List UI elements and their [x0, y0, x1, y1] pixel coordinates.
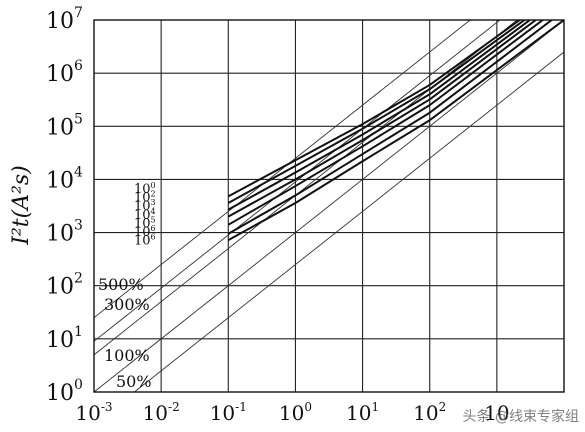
- reference-lines: [94, 20, 564, 392]
- reference-line-label: 100%: [104, 346, 150, 365]
- x-tick-label: 10: [484, 401, 509, 425]
- series-label: 103: [134, 198, 156, 214]
- series-label: 104: [134, 207, 156, 223]
- series-lines: [227, 20, 564, 242]
- reference-line-label: 300%: [104, 295, 150, 314]
- series-label: 106: [134, 233, 156, 249]
- series-label: 102: [134, 190, 156, 206]
- reference-line-label: 50%: [116, 372, 152, 391]
- series-line: [227, 20, 527, 204]
- reference-line-label: 500%: [98, 275, 144, 294]
- x-tick-label: 100: [279, 400, 312, 425]
- reference-line: [94, 20, 564, 392]
- series-line: [227, 20, 538, 218]
- reference-line: [94, 20, 501, 342]
- grid: [94, 20, 564, 392]
- y-tick-label: 107: [46, 5, 83, 34]
- x-tick-label: 102: [413, 400, 446, 425]
- series-label: 106: [134, 224, 156, 240]
- reference-line: [133, 51, 564, 392]
- series-line: [227, 20, 532, 211]
- series-line: [227, 20, 545, 226]
- x-tick-label: 10-1: [210, 400, 247, 425]
- watermark: 头条 @线束专家组: [462, 409, 579, 425]
- y-tick-label: 100: [46, 377, 83, 406]
- y-tick-label: 106: [46, 58, 83, 87]
- x-tick-label: 101: [346, 400, 379, 425]
- plot-frame: [93, 19, 565, 393]
- x-tick-label: 10-2: [143, 400, 180, 425]
- series-label: 105: [134, 215, 156, 231]
- y-tick-label: 105: [46, 111, 83, 140]
- series-line: [227, 20, 564, 242]
- y-tick-label: 104: [46, 164, 83, 193]
- series-line: [227, 20, 522, 198]
- series-line: [227, 20, 554, 235]
- y-tick-label: 102: [46, 271, 83, 300]
- y-tick-label: 101: [46, 324, 83, 353]
- reference-line: [94, 20, 518, 356]
- y-axis-label: I²t(A²s): [9, 165, 34, 246]
- y-tick-label: 103: [46, 218, 83, 247]
- x-tick-label: 10-3: [75, 400, 112, 425]
- series-label: 100: [134, 181, 156, 197]
- tick-labels: 10-3 10-2 10-1 100 101 102 1010010110210310410…: [46, 5, 510, 425]
- reference-line: [94, 20, 471, 319]
